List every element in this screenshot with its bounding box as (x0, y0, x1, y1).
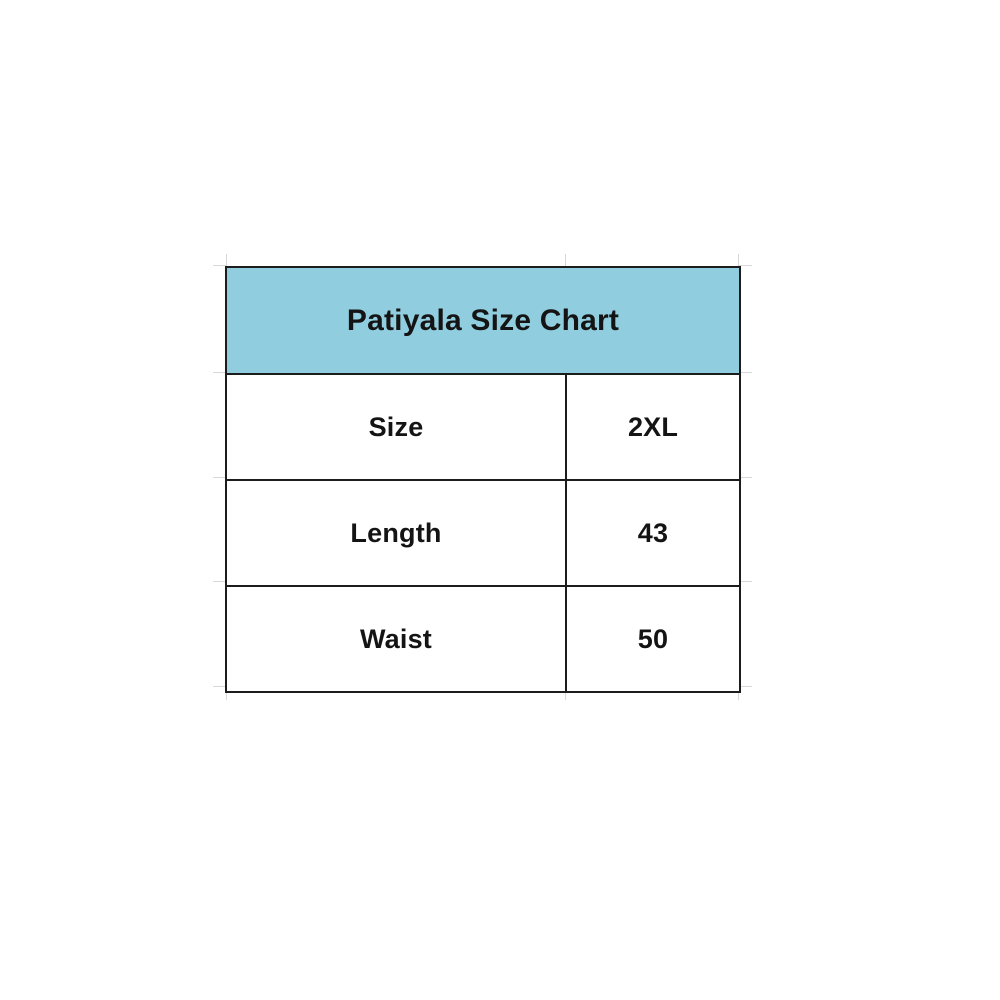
gridline-stub-left-upper (226, 254, 227, 267)
table-row: Waist 50 (225, 585, 741, 693)
row-value-size: 2XL (565, 373, 741, 481)
gridline-stub-bottom-mid (565, 687, 566, 700)
gridline-stub-row2-left (213, 477, 226, 478)
gridline-stub-right-lower (738, 687, 739, 700)
gridline-stub-top-right (738, 265, 752, 266)
table-row: Length 43 (225, 479, 741, 587)
table-header-row: Patiyala Size Chart (225, 266, 741, 375)
chart-title: Patiyala Size Chart (225, 266, 741, 375)
gridline-stub-row3-left (213, 581, 226, 582)
gridline-stub-left-lower (226, 687, 227, 700)
table-row: Size 2XL (225, 373, 741, 481)
gridline-stub-top-left (213, 265, 227, 266)
row-label-size: Size (225, 373, 567, 481)
row-value-waist: 50 (565, 585, 741, 693)
gridline-stub-row1-right (739, 372, 752, 373)
row-value-length: 43 (565, 479, 741, 587)
gridline-stub-bottom-left (213, 686, 226, 687)
size-chart-table: Patiyala Size Chart Size 2XL Length 43 W… (225, 266, 741, 693)
row-label-waist: Waist (225, 585, 567, 693)
gridline-stub-row3-right (739, 581, 752, 582)
gridline-stub-top-mid (565, 254, 566, 267)
gridline-stub-right-upper (738, 254, 739, 267)
gridline-stub-row2-right (739, 477, 752, 478)
gridline-stub-row1-left (213, 372, 226, 373)
gridline-stub-bottom-right (739, 686, 752, 687)
row-label-length: Length (225, 479, 567, 587)
